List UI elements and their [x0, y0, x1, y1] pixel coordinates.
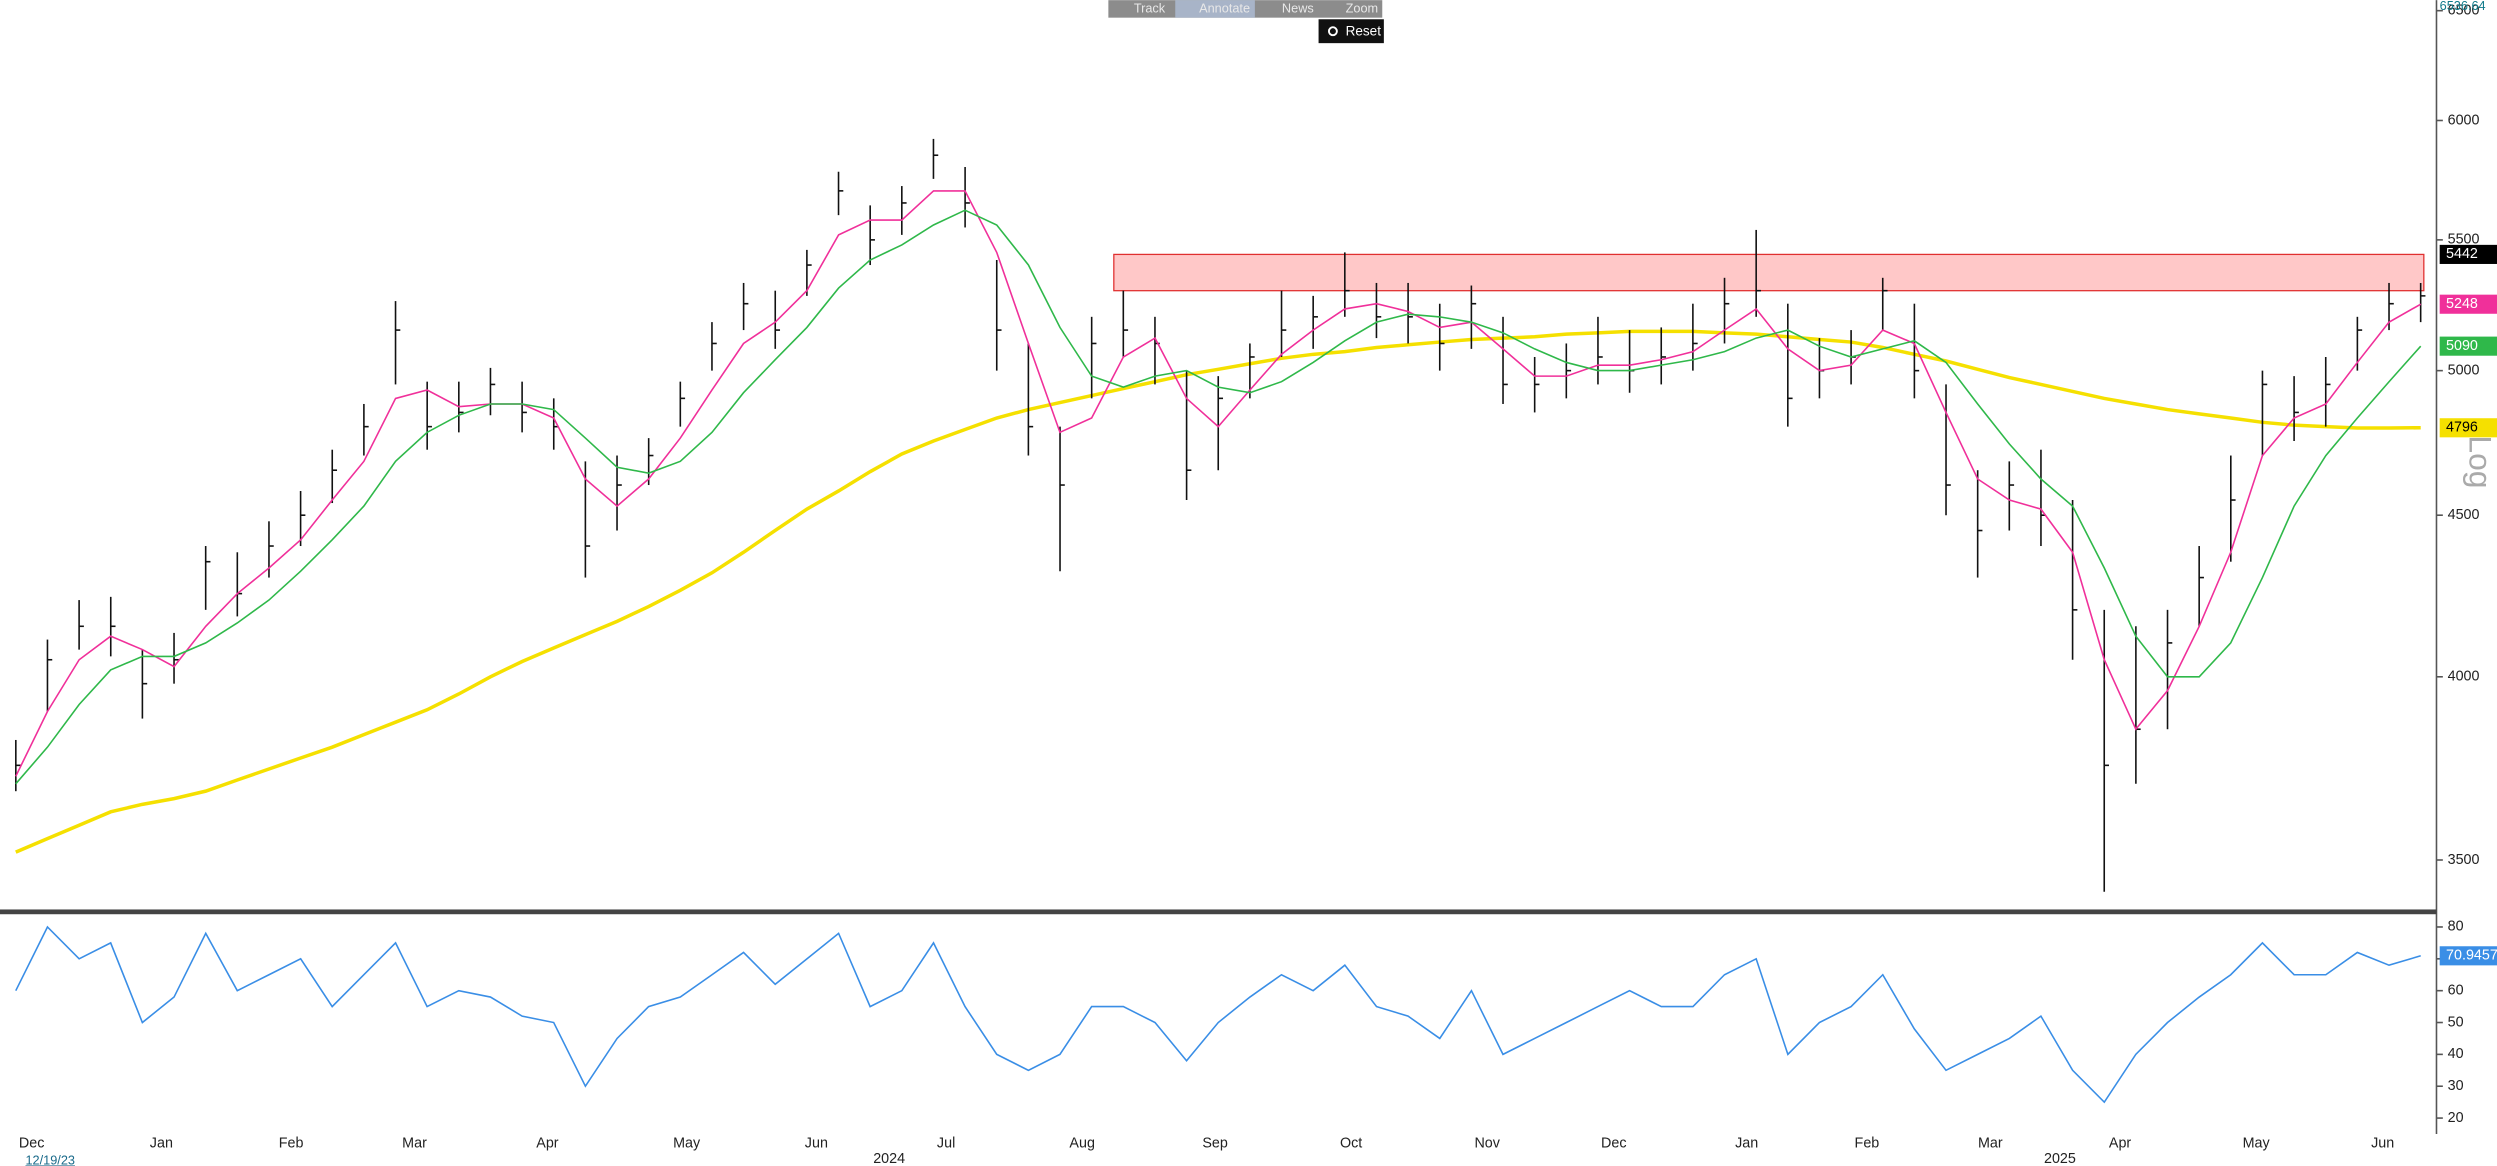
band-label: 5442: [2446, 246, 2478, 262]
y-tick-label: 50: [2448, 1014, 2464, 1030]
plot: [15, 925, 2421, 1104]
y-tick-label: 40: [2448, 1046, 2464, 1062]
series-line: [15, 190, 2422, 777]
x-tick-label: Nov: [1474, 1135, 1500, 1151]
x-tick-label: Jul: [937, 1135, 955, 1151]
y-tick-label: 60: [2448, 982, 2464, 998]
y-tick-label: 20: [2448, 1110, 2464, 1126]
x-tick-label: Dec: [19, 1135, 44, 1151]
x-tick-label: Feb: [279, 1135, 304, 1151]
y-tick-label: 5000: [2448, 362, 2480, 378]
x-tick-label: Aug: [1069, 1135, 1095, 1151]
y-tick-label: 30: [2448, 1078, 2464, 1094]
x-tick-label: Apr: [536, 1135, 559, 1151]
resistance-band: [1113, 253, 2425, 292]
reset-button[interactable]: [1318, 19, 1384, 44]
start-date: 12/19/23: [25, 1152, 75, 1166]
x-tick-label: Jun: [2371, 1135, 2394, 1151]
last-value-label: 4796: [2446, 420, 2478, 436]
reset-icon: [1327, 26, 1338, 37]
x-tick-label: Oct: [1340, 1135, 1362, 1151]
reset-label[interactable]: Reset: [1346, 24, 1382, 39]
year-label: 2024: [873, 1151, 905, 1166]
y-tick-label: 5500: [2448, 232, 2480, 248]
y-tick-label: 4000: [2448, 669, 2480, 685]
x-tick-label: Mar: [1978, 1135, 2003, 1151]
x-tick-label: Jan: [150, 1135, 173, 1151]
last-value-label-bg: [2439, 946, 2497, 966]
x-tick-label: Sep: [1202, 1135, 1228, 1151]
x-tick-label: Dec: [1601, 1135, 1626, 1151]
toolbar-active: [1175, 0, 1255, 18]
series-line: [15, 209, 2422, 785]
toolbar-button[interactable]: Track: [1134, 0, 1166, 15]
last-value-label-bg: [2439, 418, 2497, 438]
y-tick-label: 6500: [2448, 2, 2480, 18]
x-tick-label: Jun: [805, 1135, 828, 1151]
x-tick-label: Jan: [1735, 1135, 1758, 1151]
series-line: [15, 925, 2421, 1104]
x-tick-label: May: [2243, 1135, 2271, 1151]
y-tick-label: 6000: [2448, 112, 2480, 128]
toolbar-button[interactable]: Zoom: [1346, 0, 1379, 15]
last-value-label-bg: [2439, 294, 2497, 314]
toolbar-button[interactable]: News: [1282, 0, 1314, 15]
x-tick-label: May: [673, 1135, 701, 1151]
band-label-bg: [2439, 244, 2497, 264]
y-tick-label: 80: [2448, 919, 2464, 935]
year-label: 2025: [2044, 1151, 2076, 1166]
plot: [15, 138, 2426, 892]
last-value-label-bg: [2439, 336, 2497, 356]
last-value-label: 5248: [2446, 296, 2478, 312]
last-value-label: 5090: [2446, 338, 2478, 354]
y-tick-label: 4500: [2448, 507, 2480, 523]
toolbar: Track Annotate News Zoom Reset: [1108, 0, 1384, 44]
last-value-label: 70.9457: [2446, 948, 2497, 964]
x-tick-label: Feb: [1855, 1135, 1880, 1151]
x-tick-label: Mar: [402, 1135, 427, 1151]
y-tick-label: 3500: [2448, 852, 2480, 868]
y-readout: 6536.64: [2440, 0, 2486, 13]
series-line: [15, 329, 2421, 854]
x-tick-label: Apr: [2109, 1135, 2132, 1151]
panel-divider: [0, 909, 2437, 915]
toolbar-button[interactable]: Annotate: [1199, 0, 1250, 15]
scale-label: Log: [2462, 435, 2497, 488]
